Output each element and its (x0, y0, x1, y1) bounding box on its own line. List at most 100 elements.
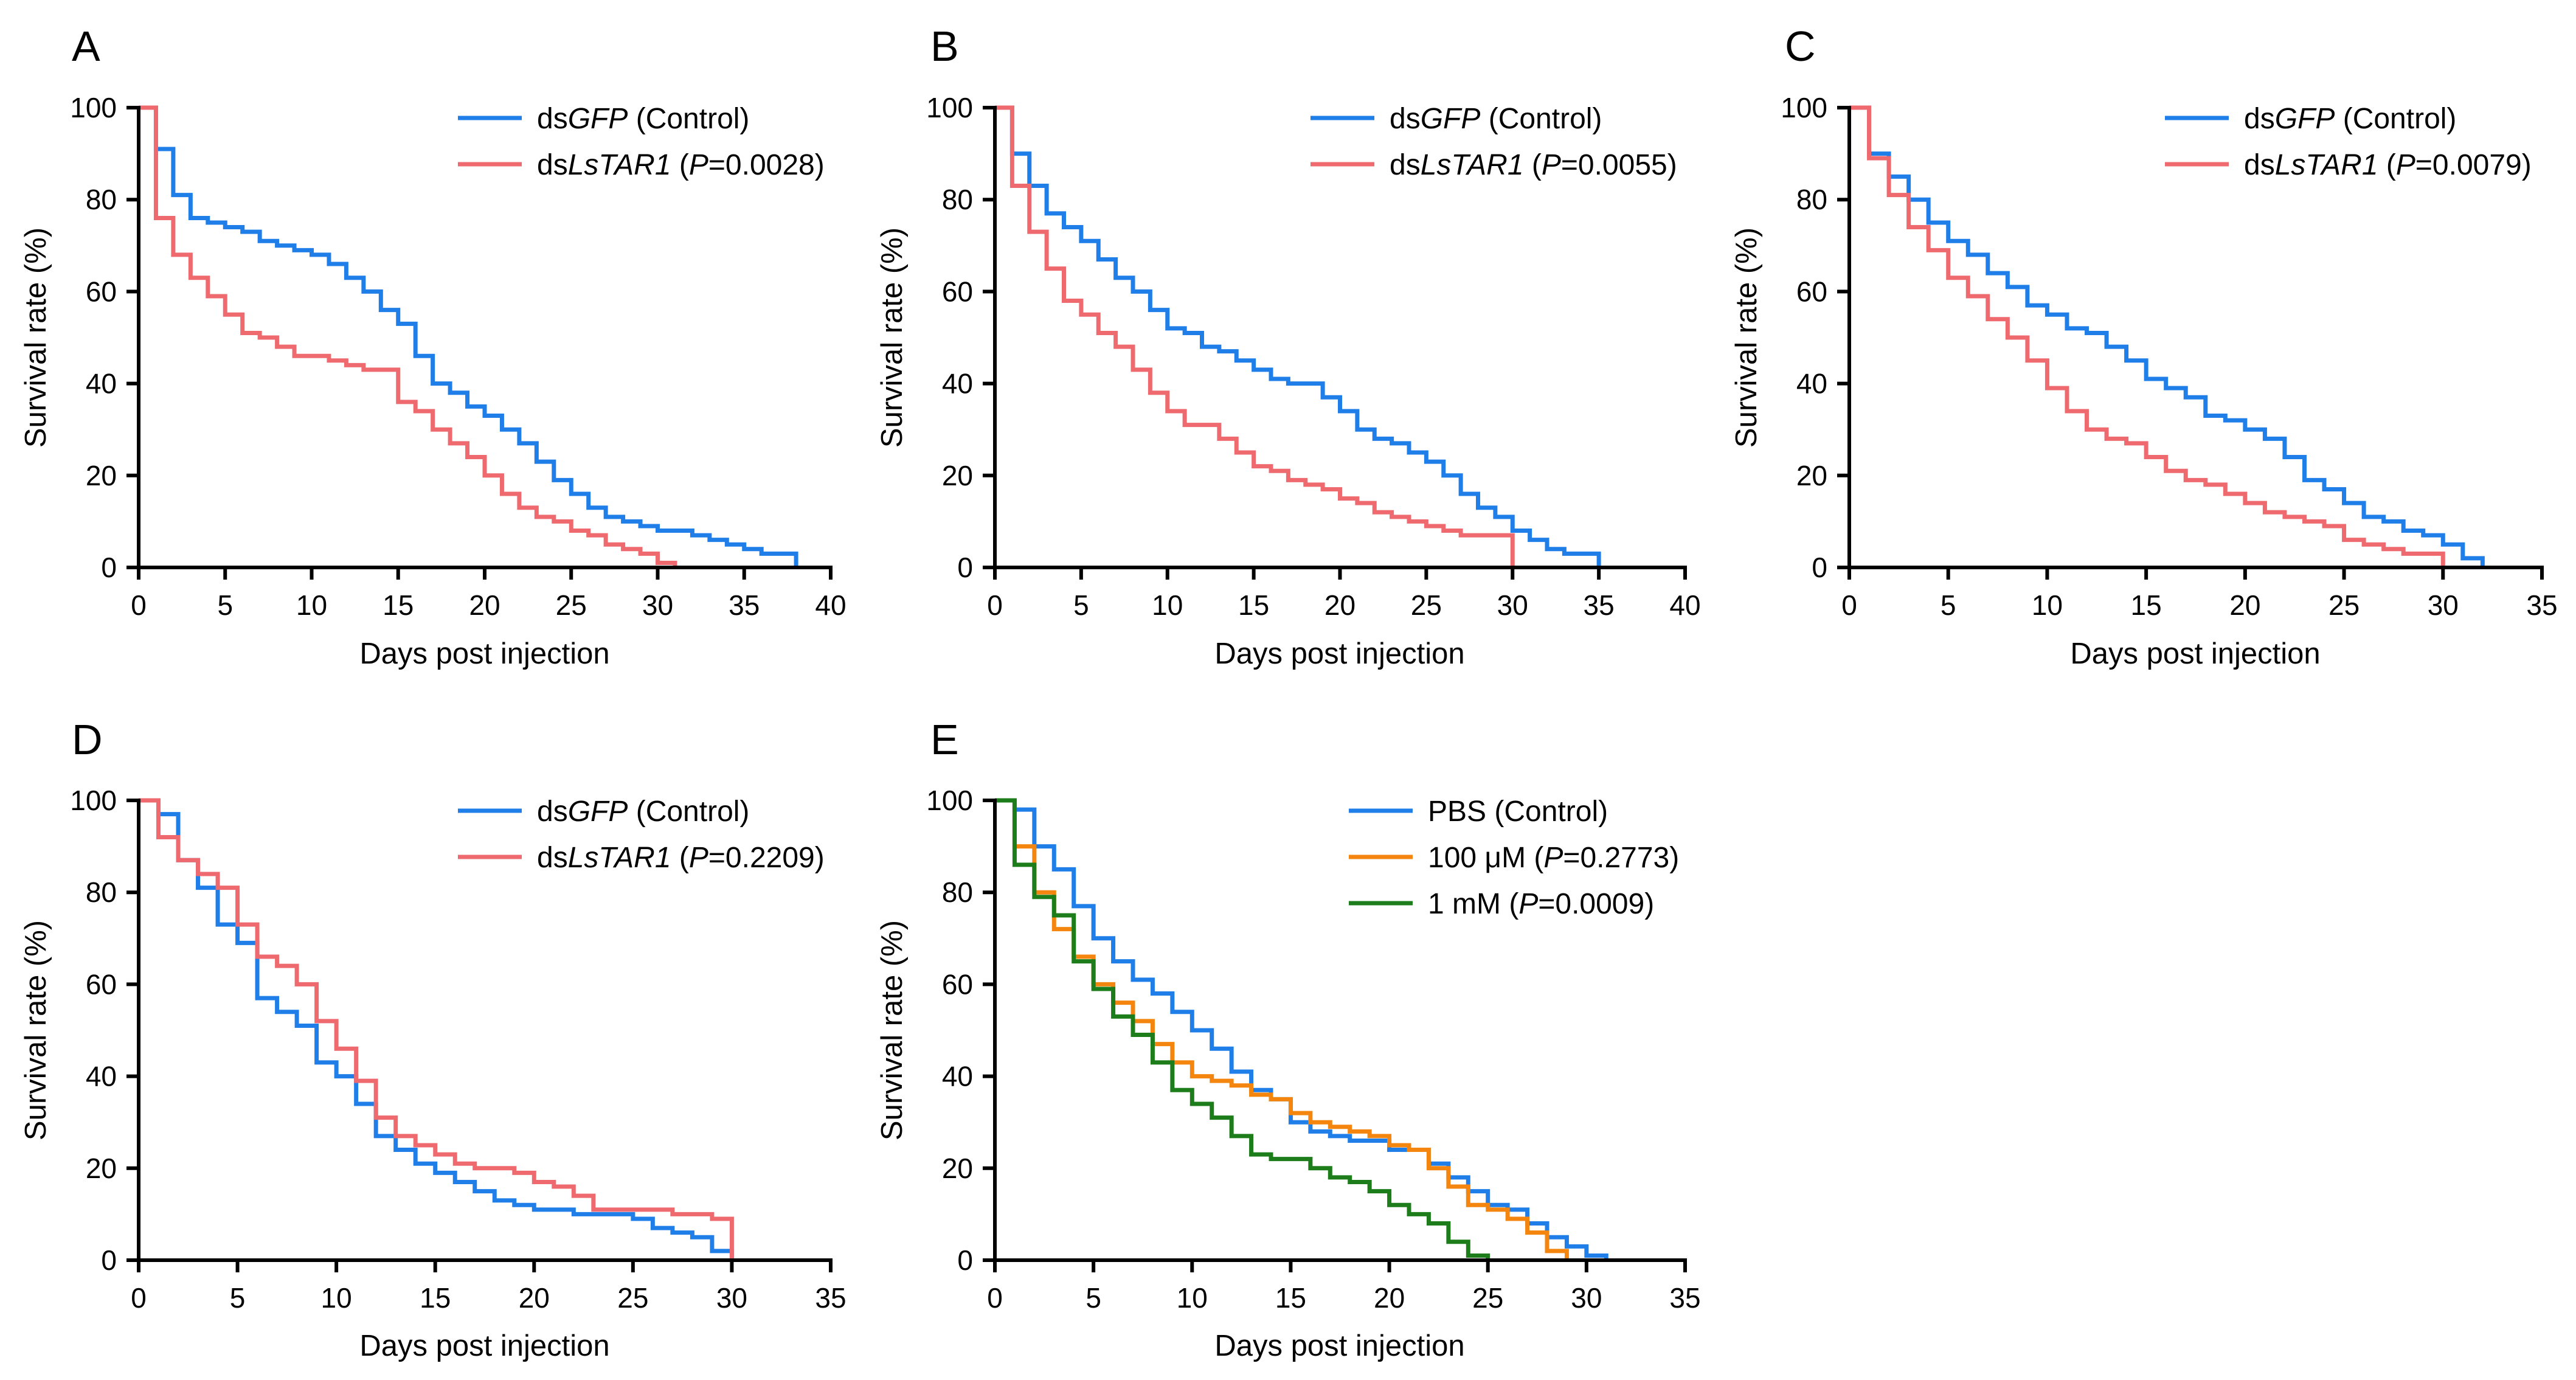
y-tick-label: 100 (1781, 92, 1827, 123)
chart-panel-c: C 0 20 40 60 80 100 0 5 10 15 20 25 30 35 Days post inj… (1730, 23, 2558, 670)
x-axis-title: Days post injection (1214, 637, 1464, 670)
x-tick-label: 20 (1374, 1282, 1405, 1314)
y-tick-label: 0 (101, 1244, 117, 1276)
x-tick-label: 30 (642, 589, 673, 621)
x-tick-label: 15 (420, 1282, 451, 1314)
legend: dsGFP (Control) dsLsTAR1 (P=0.2209) (458, 796, 825, 874)
legend: dsGFP (Control) dsLsTAR1 (P=0.0028) (458, 103, 825, 181)
y-tick-label: 40 (1796, 368, 1827, 400)
y-tick-label: 0 (101, 552, 117, 583)
y-tick-label: 60 (86, 276, 117, 307)
y-tick-label: 0 (957, 552, 973, 583)
series-line-2 (1849, 105, 2445, 567)
panel-letter: A (72, 23, 100, 70)
y-tick-label: 80 (1796, 184, 1827, 215)
series-line-1 (139, 798, 734, 1260)
x-tick-label: 35 (1584, 589, 1615, 621)
chart-panel-a: A 0 20 40 60 80 100 0 5 10 15 20 25 30 35 40 Days post i… (19, 23, 847, 670)
x-axis-title: Days post injection (359, 1330, 609, 1362)
chart-panel-d: D 0 20 40 60 80 100 0 5 10 15 20 25 30 35 Days post inj… (19, 716, 847, 1362)
y-tick-label: 0 (957, 1244, 973, 1276)
x-tick-label: 20 (2229, 589, 2260, 621)
legend-label-2: dsLsTAR1 (P=0.0079) (2244, 149, 2532, 181)
series-line-2 (139, 798, 734, 1260)
x-tick-label: 10 (321, 1282, 352, 1314)
x-tick-label: 5 (1941, 589, 1956, 621)
y-tick-label: 80 (942, 184, 973, 215)
y-tick-label: 60 (942, 968, 973, 1000)
legend-label-1: dsGFP (Control) (1390, 103, 1602, 135)
legend-label-3: 1 mM (P=0.0009) (1428, 888, 1654, 920)
y-tick-label: 100 (926, 785, 973, 816)
y-tick-label: 60 (86, 968, 117, 1000)
x-axis-title: Days post injection (1214, 1330, 1464, 1362)
x-tick-label: 20 (519, 1282, 550, 1314)
y-tick-label: 60 (942, 276, 973, 307)
x-tick-label: 20 (469, 589, 500, 621)
legend-label-1: dsGFP (Control) (537, 103, 749, 135)
series-line-3 (995, 798, 1491, 1260)
chart-panel-e: E 0 20 40 60 80 100 0 5 10 15 20 25 30 35 Days post inj… (876, 716, 1701, 1362)
legend: dsGFP (Control) dsLsTAR1 (P=0.0055) (1311, 103, 1677, 181)
x-axis-title: Days post injection (359, 637, 609, 670)
x-tick-label: 0 (131, 1282, 147, 1314)
y-tick-label: 40 (942, 368, 973, 400)
legend-label-1: PBS (Control) (1428, 796, 1608, 828)
x-tick-label: 0 (987, 1282, 1003, 1314)
legend-label-2: dsLsTAR1 (P=0.2209) (537, 842, 825, 874)
legend-label-2: dsLsTAR1 (P=0.0028) (537, 149, 825, 181)
y-axis-title: Survival rate (%) (19, 227, 52, 448)
x-tick-label: 5 (217, 589, 233, 621)
x-tick-label: 5 (1073, 589, 1089, 621)
y-tick-label: 20 (1796, 460, 1827, 491)
y-tick-label: 20 (942, 1153, 973, 1184)
chart-panel-b: B 0 20 40 60 80 100 0 5 10 15 20 25 30 35 40 Days post i… (876, 23, 1701, 670)
x-tick-label: 10 (1152, 589, 1183, 621)
panel-letter: C (1785, 23, 1816, 70)
x-tick-label: 30 (1497, 589, 1528, 621)
x-tick-label: 25 (1411, 589, 1442, 621)
y-tick-label: 80 (86, 184, 117, 215)
x-tick-label: 40 (1669, 589, 1700, 621)
y-tick-label: 20 (86, 460, 117, 491)
x-tick-label: 15 (383, 589, 414, 621)
x-tick-label: 30 (716, 1282, 747, 1314)
x-tick-label: 0 (987, 589, 1003, 621)
x-tick-label: 0 (1841, 589, 1857, 621)
x-tick-label: 10 (1177, 1282, 1208, 1314)
y-axis-title: Survival rate (%) (1730, 227, 1763, 448)
x-tick-label: 25 (556, 589, 587, 621)
y-tick-label: 80 (86, 876, 117, 908)
x-tick-label: 30 (2428, 589, 2459, 621)
x-tick-label: 35 (815, 1282, 846, 1314)
series-line-2 (995, 105, 1515, 567)
x-tick-label: 10 (2032, 589, 2063, 621)
y-axis-title: Survival rate (%) (876, 920, 909, 1140)
x-tick-label: 35 (729, 589, 760, 621)
x-tick-label: 15 (1238, 589, 1269, 621)
x-tick-label: 30 (1571, 1282, 1602, 1314)
x-tick-label: 0 (131, 589, 147, 621)
legend-label-1: dsGFP (Control) (537, 796, 749, 828)
y-tick-label: 20 (942, 460, 973, 491)
x-tick-label: 35 (1669, 1282, 1700, 1314)
x-tick-label: 5 (1085, 1282, 1101, 1314)
y-tick-label: 40 (942, 1061, 973, 1092)
legend-label-1: dsGFP (Control) (2244, 103, 2456, 135)
legend-label-2: 100 μM (P=0.2773) (1428, 842, 1679, 874)
y-tick-label: 100 (70, 785, 117, 816)
panel-letter: E (930, 716, 959, 763)
x-tick-label: 5 (230, 1282, 246, 1314)
x-tick-label: 15 (1275, 1282, 1306, 1314)
y-tick-label: 100 (70, 92, 117, 123)
y-tick-label: 80 (942, 876, 973, 908)
legend: PBS (Control) 100 μM (P=0.2773) 1 mM (P=0.… (1349, 796, 1679, 920)
y-tick-label: 20 (86, 1153, 117, 1184)
y-axis-title: Survival rate (%) (876, 227, 909, 448)
x-tick-label: 25 (1472, 1282, 1503, 1314)
y-tick-label: 40 (86, 1061, 117, 1092)
x-tick-label: 25 (2328, 589, 2360, 621)
x-tick-label: 40 (815, 589, 846, 621)
series-line-1 (1849, 105, 2485, 567)
